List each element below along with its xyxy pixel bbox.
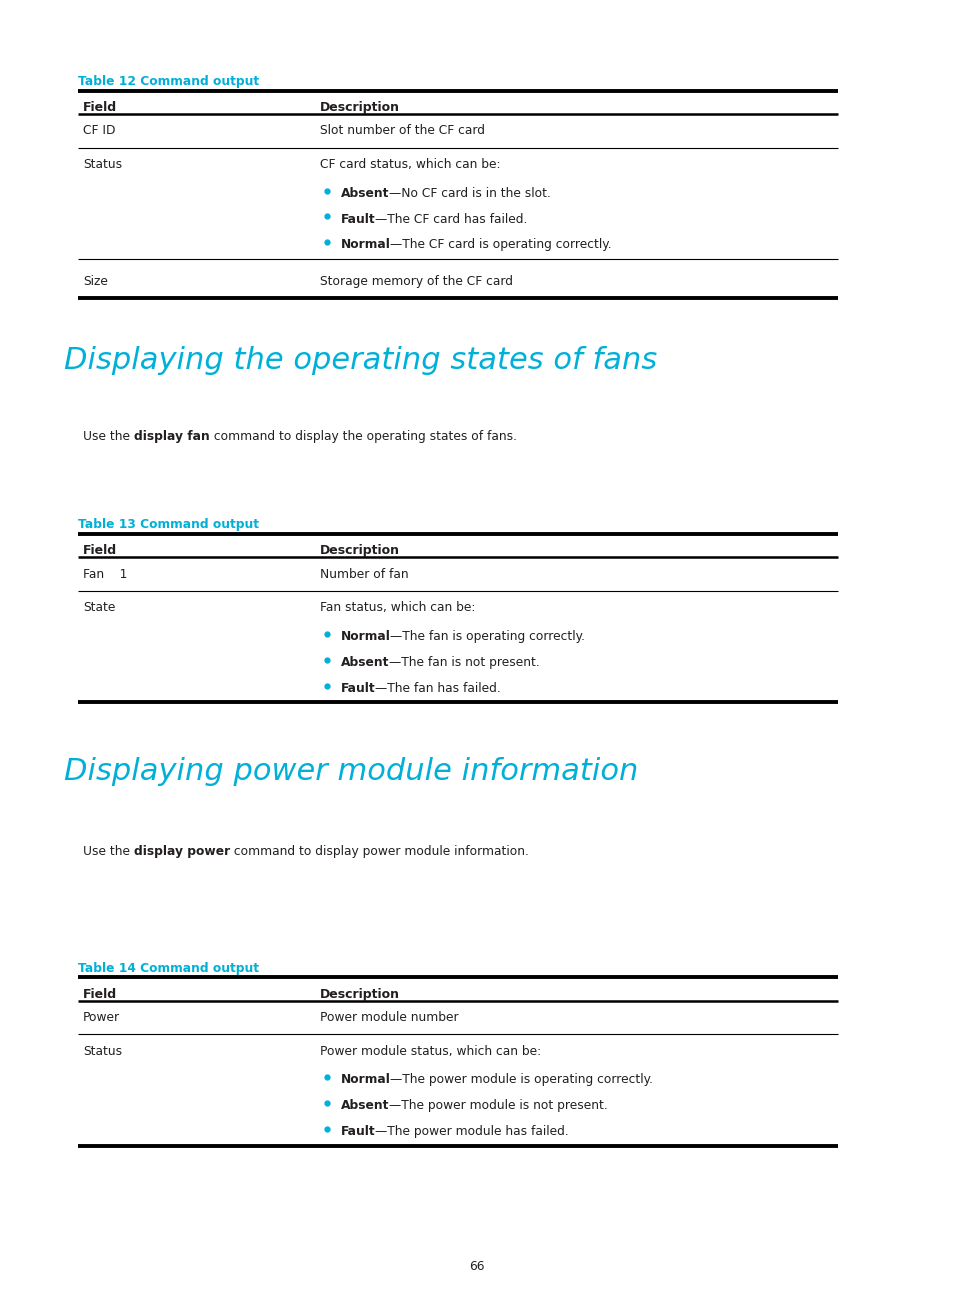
Text: —The CF card is operating correctly.: —The CF card is operating correctly. <box>390 238 612 251</box>
Text: Storage memory of the CF card: Storage memory of the CF card <box>319 275 512 288</box>
Text: command to display power module information.: command to display power module informat… <box>230 845 529 858</box>
Text: Status: Status <box>83 158 122 171</box>
Text: —The CF card has failed.: —The CF card has failed. <box>375 213 527 226</box>
Text: Displaying the operating states of fans: Displaying the operating states of fans <box>64 346 657 375</box>
Text: Fault: Fault <box>340 213 375 226</box>
Text: —No CF card is in the slot.: —No CF card is in the slot. <box>389 187 550 200</box>
Text: Power module number: Power module number <box>319 1011 457 1024</box>
Text: Fault: Fault <box>340 682 375 695</box>
Text: Power module status, which can be:: Power module status, which can be: <box>319 1045 540 1058</box>
Text: —The fan has failed.: —The fan has failed. <box>375 682 500 695</box>
Text: Power: Power <box>83 1011 120 1024</box>
Text: Absent: Absent <box>340 656 389 669</box>
Text: —The power module is operating correctly.: —The power module is operating correctly… <box>390 1073 653 1086</box>
Text: command to display the operating states of fans.: command to display the operating states … <box>210 430 517 443</box>
Text: Fault: Fault <box>340 1125 375 1138</box>
Text: Slot number of the CF card: Slot number of the CF card <box>319 124 484 137</box>
Text: Fan status, which can be:: Fan status, which can be: <box>319 601 475 614</box>
Text: —The power module is not present.: —The power module is not present. <box>389 1099 607 1112</box>
Text: display fan: display fan <box>133 430 210 443</box>
Text: —The power module has failed.: —The power module has failed. <box>375 1125 568 1138</box>
Text: Description: Description <box>319 544 399 557</box>
Text: Status: Status <box>83 1045 122 1058</box>
Text: Description: Description <box>319 988 399 1001</box>
Text: Normal: Normal <box>340 1073 390 1086</box>
Text: Absent: Absent <box>340 1099 389 1112</box>
Text: Size: Size <box>83 275 108 288</box>
Text: Field: Field <box>83 988 117 1001</box>
Text: CF card status, which can be:: CF card status, which can be: <box>319 158 499 171</box>
Text: 66: 66 <box>469 1260 484 1273</box>
Text: Field: Field <box>83 101 117 114</box>
Text: Description: Description <box>319 101 399 114</box>
Text: Table 12 Command output: Table 12 Command output <box>78 75 259 88</box>
Text: Displaying power module information: Displaying power module information <box>64 757 638 785</box>
Text: —The fan is not present.: —The fan is not present. <box>389 656 539 669</box>
Text: Use the: Use the <box>83 430 133 443</box>
Text: Table 14 Command output: Table 14 Command output <box>78 962 259 975</box>
Text: Fan    1: Fan 1 <box>83 568 128 581</box>
Text: State: State <box>83 601 115 614</box>
Text: display power: display power <box>133 845 230 858</box>
Text: —The fan is operating correctly.: —The fan is operating correctly. <box>390 630 585 643</box>
Text: Table 13 Command output: Table 13 Command output <box>78 518 259 531</box>
Text: CF ID: CF ID <box>83 124 115 137</box>
Text: Number of fan: Number of fan <box>319 568 408 581</box>
Text: Use the: Use the <box>83 845 133 858</box>
Text: Normal: Normal <box>340 238 390 251</box>
Text: Absent: Absent <box>340 187 389 200</box>
Text: Field: Field <box>83 544 117 557</box>
Text: Normal: Normal <box>340 630 390 643</box>
